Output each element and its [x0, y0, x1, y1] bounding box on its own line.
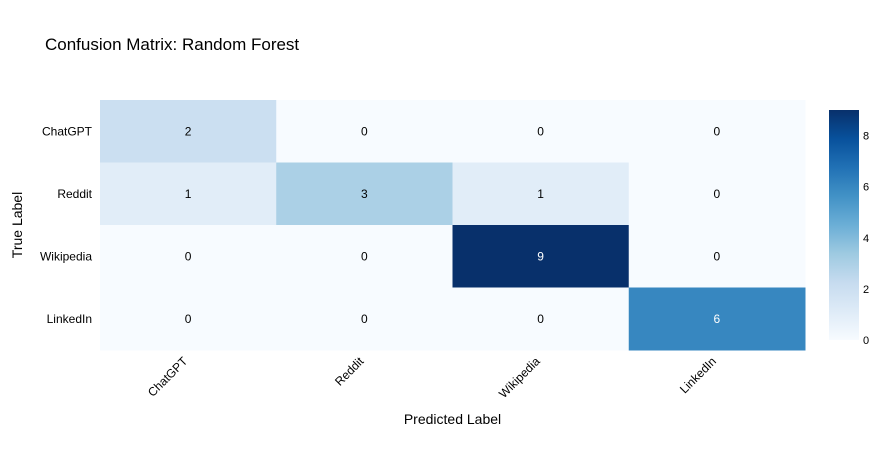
- y-tick-label: ChatGPT: [42, 124, 93, 138]
- cell-value-label: 9: [537, 249, 544, 263]
- cell-value-label: 1: [537, 187, 544, 201]
- cell-value-label: 2: [185, 124, 192, 138]
- heatmap-cells: [100, 100, 806, 351]
- heatmap-cell-reddit-chatgpt: [100, 162, 277, 226]
- heatmap-cell-chatgpt-chatgpt: [100, 100, 277, 163]
- cell-value-label: 3: [361, 187, 368, 201]
- cell-value-label: 0: [185, 249, 192, 263]
- x-tick-label: Reddit: [332, 354, 367, 389]
- heatmap-cell-wikipedia-wikipedia: [452, 225, 630, 288]
- cell-value-label: 0: [185, 312, 192, 326]
- heatmap-cell-linkedin-linkedin: [628, 287, 806, 351]
- heatmap-cell-reddit-reddit: [276, 162, 453, 226]
- y-tick-label: Wikipedia: [40, 249, 92, 263]
- cell-value-label: 0: [361, 312, 368, 326]
- cell-value-label: 1: [185, 187, 192, 201]
- colorbar-tick-label: 4: [863, 233, 869, 245]
- cell-value-label: 6: [714, 312, 721, 326]
- y-axis-title: True Label: [9, 192, 25, 258]
- heatmap-cell-wikipedia-chatgpt: [100, 225, 277, 288]
- cell-value-label: 0: [714, 124, 721, 138]
- colorbar-tick-label: 8: [863, 131, 869, 143]
- heatmap-cell-reddit-wikipedia: [452, 162, 630, 226]
- colorbar-tick-label: 2: [863, 284, 869, 296]
- chart-title: Confusion Matrix: Random Forest: [45, 35, 299, 54]
- heatmap-cell-labels: 2 0 0 0 1 3 1 0 0 0 9 0 0 0 0 6: [185, 124, 721, 326]
- x-axis-title: Predicted Label: [404, 411, 501, 427]
- cell-value-label: 0: [361, 249, 368, 263]
- cell-value-label: 0: [537, 124, 544, 138]
- colorbar-tick-label: 6: [863, 182, 869, 194]
- colorbar-ticks: 0 2 4 6 8: [863, 131, 869, 347]
- y-axis-ticks: ChatGPT Reddit Wikipedia LinkedIn: [40, 124, 93, 326]
- x-tick-label: Wikipedia: [496, 354, 543, 401]
- x-axis-ticks: ChatGPT Reddit Wikipedia LinkedIn: [145, 354, 719, 401]
- heatmap-cell-chatgpt-reddit: [276, 100, 453, 163]
- heatmap-cell-linkedin-wikipedia: [452, 287, 630, 351]
- heatmap-cell-linkedin-chatgpt: [100, 287, 277, 351]
- heatmap-cell-chatgpt-linkedin: [628, 100, 806, 163]
- heatmap-cell-wikipedia-reddit: [276, 225, 453, 288]
- cell-value-label: 0: [361, 124, 368, 138]
- x-tick-label: ChatGPT: [145, 354, 191, 400]
- heatmap-cell-linkedin-reddit: [276, 287, 453, 351]
- cell-value-label: 0: [714, 249, 721, 263]
- heatmap-cell-reddit-linkedin: [628, 162, 806, 226]
- cell-value-label: 0: [714, 187, 721, 201]
- cell-value-label: 0: [537, 312, 544, 326]
- y-tick-label: LinkedIn: [47, 312, 92, 326]
- colorbar: [829, 110, 859, 340]
- y-tick-label: Reddit: [57, 187, 92, 201]
- x-tick-label: LinkedIn: [677, 354, 719, 396]
- heatmap-cell-wikipedia-linkedin: [628, 225, 806, 288]
- colorbar-tick-label: 0: [863, 335, 869, 347]
- heatmap-cell-chatgpt-wikipedia: [452, 100, 630, 163]
